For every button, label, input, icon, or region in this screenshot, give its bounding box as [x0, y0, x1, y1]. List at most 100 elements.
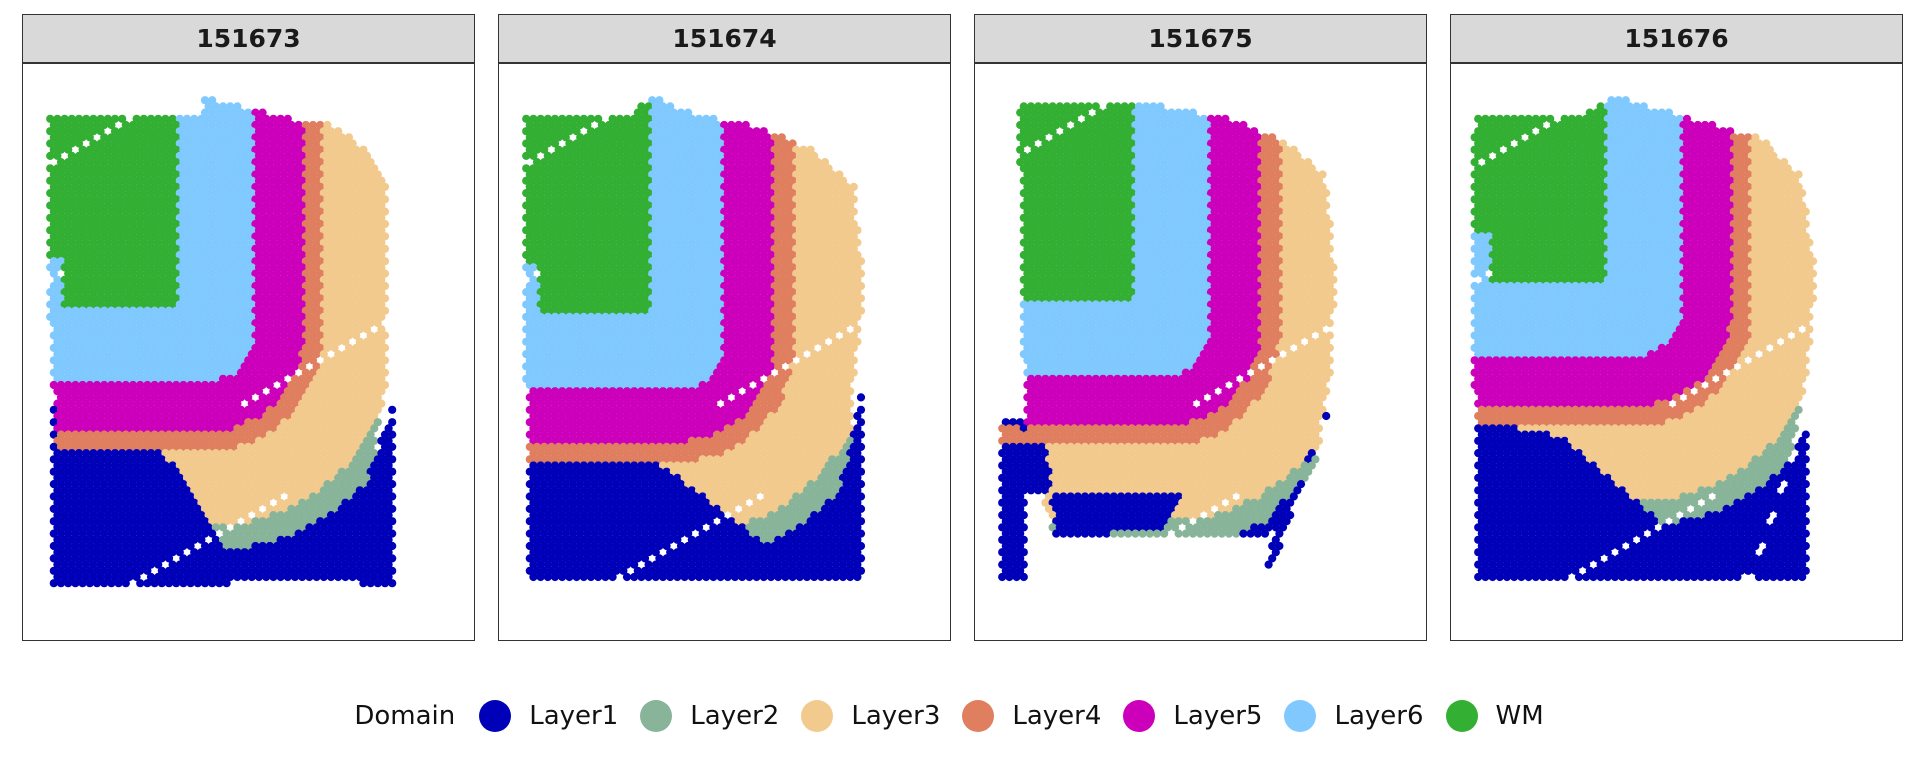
spot-layer5 [269, 139, 278, 148]
spot-layer6 [651, 189, 660, 198]
spot-layer1 [132, 473, 141, 482]
spot-layer1 [125, 548, 134, 557]
spot-layer6 [190, 127, 199, 136]
spot-wm [164, 244, 174, 253]
spot-layer3 [380, 182, 390, 191]
spot-wm [543, 189, 552, 198]
spot-wm [626, 294, 635, 303]
spot-layer3 [370, 411, 379, 421]
spot-layer3 [319, 263, 328, 272]
spot-layer6 [705, 232, 714, 241]
spot-layer5 [146, 399, 156, 408]
spot-layer5 [236, 368, 246, 377]
spot-layer5 [741, 133, 750, 142]
spot-wm [71, 182, 80, 191]
spot-wm [146, 114, 156, 123]
spot-layer6 [107, 331, 116, 340]
spot-layer3 [352, 331, 361, 340]
spot-layer1 [146, 486, 156, 495]
spot-layer3 [298, 461, 307, 470]
spot-wm [60, 238, 69, 247]
spot-layer3 [319, 325, 328, 334]
spot-layer3 [373, 294, 382, 303]
spot-layer3 [362, 275, 372, 284]
spot-wm [590, 294, 599, 303]
spot-wm [640, 294, 650, 303]
spot-layer1 [150, 517, 159, 526]
spot-layer1 [380, 579, 390, 588]
spot-layer6 [229, 368, 238, 377]
spot-layer6 [691, 244, 700, 253]
spot-layer5 [229, 380, 238, 390]
spot-layer1 [60, 511, 69, 520]
spot-layer6 [662, 269, 671, 278]
spot-layer5 [251, 133, 260, 142]
spot-layer6 [680, 300, 689, 309]
spot-layer6 [190, 114, 199, 123]
spot-layer6 [193, 120, 202, 130]
spot-wm [608, 213, 617, 222]
spot-layer5 [748, 281, 758, 291]
spot-wm [572, 127, 581, 136]
spot-layer6 [558, 312, 567, 321]
spot-layer5 [215, 380, 224, 390]
spot-layer6 [218, 114, 228, 123]
spot-wm [586, 250, 596, 260]
spot-layer6 [712, 294, 722, 303]
spot-wm [46, 176, 55, 185]
spot-layer6 [64, 343, 73, 352]
spot-layer6 [673, 312, 682, 321]
spot-layer3 [337, 281, 346, 291]
spot-wm [172, 244, 181, 253]
spot-wm [154, 114, 163, 123]
spot-wm [576, 120, 585, 130]
spot-layer6 [655, 269, 664, 278]
spot-layer6 [71, 343, 80, 352]
spot-layer6 [236, 319, 246, 328]
spot-wm [143, 269, 152, 278]
spot-layer6 [705, 244, 714, 253]
spot-wm [532, 170, 542, 179]
spot-layer6 [143, 368, 152, 377]
spot-layer5 [745, 127, 754, 136]
spot-wm [612, 207, 621, 216]
spot-layer1 [240, 572, 249, 582]
spot-layer4 [179, 430, 188, 439]
spot-layer4 [251, 430, 260, 439]
spot-layer5 [272, 294, 282, 303]
spot-layer3 [341, 263, 350, 272]
spot-layer3 [334, 151, 343, 160]
spot-wm [579, 226, 588, 235]
spot-layer2 [370, 424, 379, 433]
spot-wm [630, 201, 639, 210]
spot-layer6 [662, 133, 671, 142]
spot-layer6 [662, 195, 671, 204]
spot-layer5 [251, 343, 260, 352]
spot-layer6 [85, 343, 94, 352]
spot-layer1 [380, 442, 390, 451]
spot-layer3 [218, 473, 228, 482]
spot-layer6 [53, 288, 62, 297]
spot-wm [128, 269, 138, 278]
spot-layer5 [272, 257, 282, 266]
spot-layer6 [222, 294, 231, 303]
spot-wm [644, 127, 653, 136]
spot-wm [626, 207, 635, 216]
spot-layer1 [326, 523, 336, 532]
spot-layer6 [532, 294, 542, 303]
spot-layer4 [301, 133, 310, 142]
spot-layer5 [200, 393, 210, 402]
spot-layer5 [283, 213, 292, 222]
spot-layer3 [323, 418, 332, 427]
spot-layer3 [193, 467, 202, 476]
spot-layer6 [673, 127, 682, 136]
spot-layer1 [269, 572, 278, 582]
spot-layer6 [236, 158, 246, 167]
spot-wm [136, 232, 145, 241]
spot-layer6 [226, 300, 235, 309]
spot-layer5 [280, 380, 289, 390]
spot-wm [626, 182, 635, 191]
spot-layer3 [359, 306, 368, 315]
spot-layer3 [319, 288, 328, 297]
spot-layer6 [208, 294, 217, 303]
